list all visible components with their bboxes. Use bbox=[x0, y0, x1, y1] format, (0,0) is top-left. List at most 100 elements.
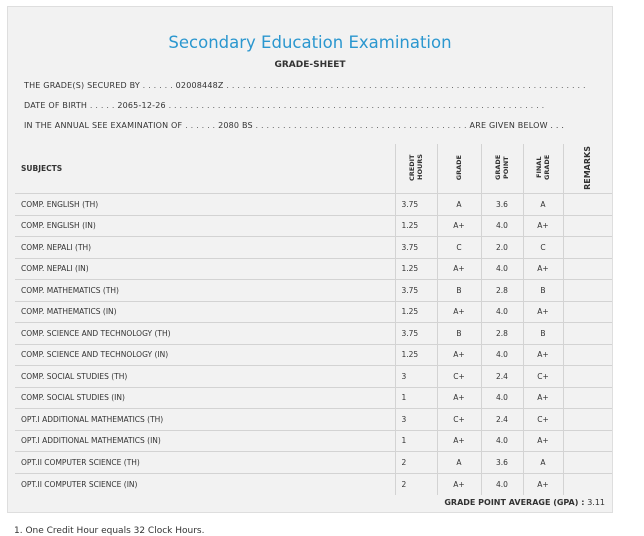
page-title: Secondary Education Examination bbox=[168, 33, 452, 52]
grade-cell: A+ bbox=[436, 214, 481, 237]
final-grade-cell: A+ bbox=[522, 386, 563, 409]
final-grade-cell: A+ bbox=[522, 472, 563, 495]
exam-dots: . . . . . . bbox=[185, 121, 216, 130]
table-row: COMP. SCIENCE AND TECHNOLOGY (TH) 3.75 B 2.… bbox=[15, 322, 612, 344]
table-row: COMP. NEPALI (TH) 3.75 C 2.0 C bbox=[15, 236, 612, 258]
grade-cell: A bbox=[436, 193, 481, 215]
table-row: OPT.II COMPUTER SCIENCE (TH) 2 A 3.6 A bbox=[15, 451, 612, 473]
subject-cell: COMP. SOCIAL STUDIES (IN) bbox=[15, 386, 395, 409]
subject-cell: COMP. SCIENCE AND TECHNOLOGY (TH) bbox=[15, 322, 395, 344]
table-row: COMP. MATHEMATICS (IN) 1.25 A+ 4.0 A+ bbox=[15, 300, 612, 323]
subject-cell: OPT.I ADDITIONAL MATHEMATICS (IN) bbox=[15, 429, 395, 452]
table-row: OPT.II COMPUTER SCIENCE (IN) 2 A+ 4.0 A+ bbox=[15, 472, 612, 495]
grade-cell: A+ bbox=[436, 257, 481, 280]
grade-point-cell: 4.0 bbox=[480, 257, 523, 280]
grade-cell: A+ bbox=[436, 386, 481, 409]
symbol-number: 02008448Z bbox=[175, 81, 224, 90]
final-grade-cell: C bbox=[522, 236, 563, 258]
dob-line: DATE OF BIRTH . . . . . 2065-12-26 . . .… bbox=[24, 101, 544, 110]
exam-label: IN THE ANNUAL SEE EXAMINATION OF bbox=[24, 121, 183, 130]
grade-cell: A+ bbox=[436, 429, 481, 452]
table-row: COMP. MATHEMATICS (TH) 3.75 B 2.8 B bbox=[15, 279, 612, 301]
credit-hours-cell: 3.75 bbox=[394, 322, 437, 344]
header-credit-hours: CREDIT HOURS bbox=[394, 144, 437, 194]
page-subtitle: GRADE-SHEET bbox=[274, 60, 346, 70]
credit-hours-cell: 1 bbox=[394, 386, 437, 409]
grade-cell: A bbox=[436, 451, 481, 473]
subject-cell: OPT.II COMPUTER SCIENCE (IN) bbox=[15, 472, 395, 495]
header-grade: GRADE bbox=[436, 144, 481, 194]
gpa-value: 3.11 bbox=[587, 498, 605, 507]
dot-leader: . . . . . . . . . . . . . . . . . . . . … bbox=[226, 81, 586, 90]
header-subjects: SUBJECTS bbox=[21, 164, 63, 173]
table-row: COMP. ENGLISH (TH) 3.75 A 3.6 A bbox=[15, 193, 612, 215]
exam-line: IN THE ANNUAL SEE EXAMINATION OF . . . .… bbox=[24, 121, 564, 130]
credit-hours-cell: 1.25 bbox=[394, 214, 437, 237]
grade-point-cell: 4.0 bbox=[480, 343, 523, 366]
grade-cell: A+ bbox=[436, 343, 481, 366]
credit-hours-cell: 1 bbox=[394, 429, 437, 452]
grade-point-cell: 2.4 bbox=[480, 365, 523, 387]
remarks-cell bbox=[562, 257, 612, 280]
table-row: COMP. SOCIAL STUDIES (TH) 3 C+ 2.4 C+ bbox=[15, 365, 612, 387]
grade-point-cell: 2.0 bbox=[480, 236, 523, 258]
grade-point-cell: 2.8 bbox=[480, 279, 523, 301]
grade-cell: B bbox=[436, 279, 481, 301]
final-grade-cell: A+ bbox=[522, 257, 563, 280]
grade-secured-dots: . . . . . . bbox=[142, 81, 173, 90]
credit-hours-cell: 3.75 bbox=[394, 279, 437, 301]
remarks-cell bbox=[562, 214, 612, 237]
credit-hours-cell: 3 bbox=[394, 408, 437, 430]
credit-hours-cell: 2 bbox=[394, 451, 437, 473]
grade-point-cell: 2.4 bbox=[480, 408, 523, 430]
final-grade-cell: A bbox=[522, 193, 563, 215]
final-grade-cell: A+ bbox=[522, 300, 563, 323]
final-grade-cell: C+ bbox=[522, 408, 563, 430]
remarks-cell bbox=[562, 472, 612, 495]
credit-hours-cell: 1.25 bbox=[394, 343, 437, 366]
subject-cell: OPT.I ADDITIONAL MATHEMATICS (TH) bbox=[15, 408, 395, 430]
grade-sheet: Secondary Education Examination GRADE-SH… bbox=[7, 6, 613, 513]
table-header-row: SUBJECTS CREDIT HOURS GRADE GRADE POINT … bbox=[15, 144, 612, 194]
final-grade-cell: A+ bbox=[522, 343, 563, 366]
table-row: COMP. SCIENCE AND TECHNOLOGY (IN) 1.25 A+ 4… bbox=[15, 343, 612, 366]
remarks-cell bbox=[562, 429, 612, 452]
gpa-summary: GRADE POINT AVERAGE (GPA) : 3.11 bbox=[444, 498, 605, 507]
remarks-cell bbox=[562, 279, 612, 301]
grade-cell: A+ bbox=[436, 300, 481, 323]
subject-cell: COMP. SCIENCE AND TECHNOLOGY (IN) bbox=[15, 343, 395, 366]
final-grade-cell: A+ bbox=[522, 429, 563, 452]
grade-cell: A+ bbox=[436, 472, 481, 495]
credit-hours-cell: 2 bbox=[394, 472, 437, 495]
grade-point-cell: 4.0 bbox=[480, 300, 523, 323]
grade-cell: B bbox=[436, 322, 481, 344]
grade-cell: C+ bbox=[436, 365, 481, 387]
final-grade-cell: A+ bbox=[522, 214, 563, 237]
credit-hours-cell: 3.75 bbox=[394, 236, 437, 258]
header-grade-point: GRADE POINT bbox=[480, 144, 523, 194]
table-row: COMP. SOCIAL STUDIES (IN) 1 A+ 4.0 A+ bbox=[15, 386, 612, 409]
grade-point-cell: 4.0 bbox=[480, 429, 523, 452]
remarks-cell bbox=[562, 193, 612, 215]
dob-dots: . . . . . bbox=[89, 101, 115, 110]
final-grade-cell: B bbox=[522, 279, 563, 301]
remarks-cell bbox=[562, 408, 612, 430]
table-row: COMP. NEPALI (IN) 1.25 A+ 4.0 A+ bbox=[15, 257, 612, 280]
header-remarks: REMARKS bbox=[562, 144, 612, 194]
credit-hours-cell: 3 bbox=[394, 365, 437, 387]
final-grade-cell: A bbox=[522, 451, 563, 473]
grades-table: SUBJECTS CREDIT HOURS GRADE GRADE POINT … bbox=[15, 144, 612, 495]
grade-secured-label: THE GRADE(S) SECURED BY bbox=[24, 81, 140, 90]
remarks-cell bbox=[562, 386, 612, 409]
table-row: OPT.I ADDITIONAL MATHEMATICS (IN) 1 A+ 4.0 A… bbox=[15, 429, 612, 452]
remarks-cell bbox=[562, 365, 612, 387]
dot-leader: . . . . . . . . . . . . . . . . . . . . … bbox=[168, 101, 545, 110]
grade-cell: C bbox=[436, 236, 481, 258]
final-grade-cell: C+ bbox=[522, 365, 563, 387]
dot-leader: . . . . . . . . . . . . . . . . . . . . … bbox=[255, 121, 467, 130]
subject-cell: OPT.II COMPUTER SCIENCE (TH) bbox=[15, 451, 395, 473]
grade-point-cell: 3.6 bbox=[480, 193, 523, 215]
gpa-label: GRADE POINT AVERAGE (GPA) : bbox=[444, 498, 585, 507]
remarks-cell bbox=[562, 343, 612, 366]
subject-cell: COMP. MATHEMATICS (IN) bbox=[15, 300, 395, 323]
